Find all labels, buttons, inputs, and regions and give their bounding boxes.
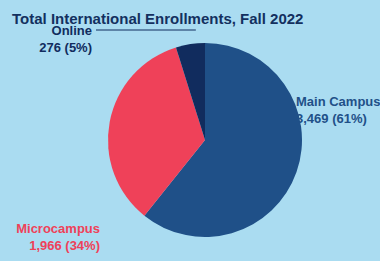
data-label: 1,966 (34%) xyxy=(29,238,100,253)
category-label: Main Campus xyxy=(296,94,380,109)
leader-line xyxy=(96,30,196,31)
chart: Total International Enrollments, Fall 20… xyxy=(0,0,380,261)
data-label: 276 (5%) xyxy=(39,40,92,55)
background xyxy=(0,0,380,261)
labels: Main Campus 3,469 (61%) Microcampus 1,966 (… xyxy=(16,23,380,253)
category-label: Microcampus xyxy=(16,221,100,236)
category-label: Online xyxy=(52,23,92,38)
pie xyxy=(108,43,302,237)
data-label: 3,469 (61%) xyxy=(296,111,367,126)
slice xyxy=(176,43,205,140)
